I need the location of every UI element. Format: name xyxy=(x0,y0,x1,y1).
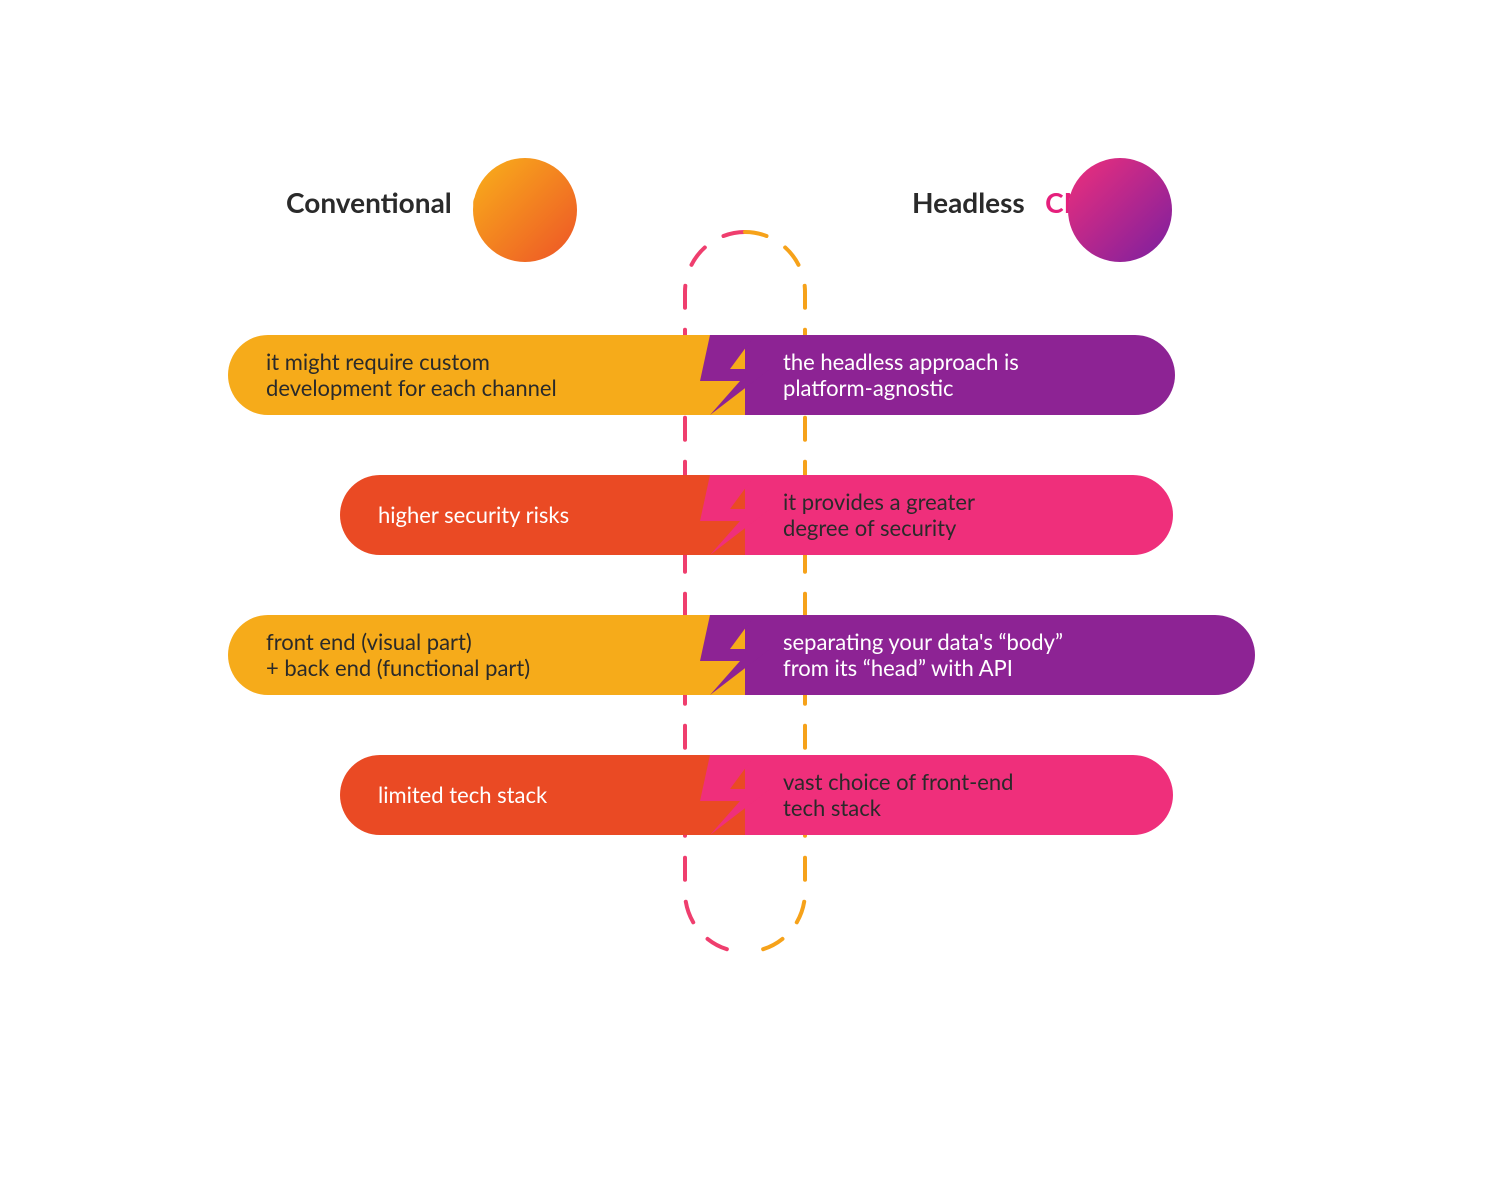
row-right-text: it provides a greater degree of security xyxy=(745,489,1013,542)
header-left-circle xyxy=(473,158,577,262)
row-left-text: higher security risks xyxy=(340,502,609,528)
row-right-pill: it provides a greater degree of security xyxy=(745,475,1173,555)
row-left-pill: front end (visual part) + back end (func… xyxy=(228,615,745,695)
row-right-text: vast choice of front-end tech stack xyxy=(745,769,1051,822)
comparison-row: it might require custom development for … xyxy=(0,335,1500,415)
header-right-black: Headless xyxy=(912,185,1025,219)
row-left-pill: higher security risks xyxy=(340,475,745,555)
row-right-pill: separating your data's “body” from its “… xyxy=(745,615,1255,695)
row-left-pill: limited tech stack xyxy=(340,755,745,835)
row-left-text: limited tech stack xyxy=(340,782,587,808)
row-right-text: the headless approach is platform-agnost… xyxy=(745,349,1057,402)
row-left-text: it might require custom development for … xyxy=(228,349,597,402)
row-right-pill: the headless approach is platform-agnost… xyxy=(745,335,1175,415)
row-left-text: front end (visual part) + back end (func… xyxy=(228,629,570,682)
header-left-black: Conventional xyxy=(286,185,452,219)
row-right-text: separating your data's “body” from its “… xyxy=(745,629,1101,682)
center-dashed-capsule xyxy=(0,0,1500,1200)
header-right-circle xyxy=(1068,158,1172,262)
row-right-pill: vast choice of front-end tech stack xyxy=(745,755,1173,835)
comparison-row: front end (visual part) + back end (func… xyxy=(0,615,1500,695)
row-left-pill: it might require custom development for … xyxy=(228,335,745,415)
comparison-row: higher security risks it provides a great… xyxy=(0,475,1500,555)
infographic-canvas: Conventional CMS Headless CMS it might r… xyxy=(0,0,1500,1200)
comparison-row: limited tech stack vast choice of front-e… xyxy=(0,755,1500,835)
